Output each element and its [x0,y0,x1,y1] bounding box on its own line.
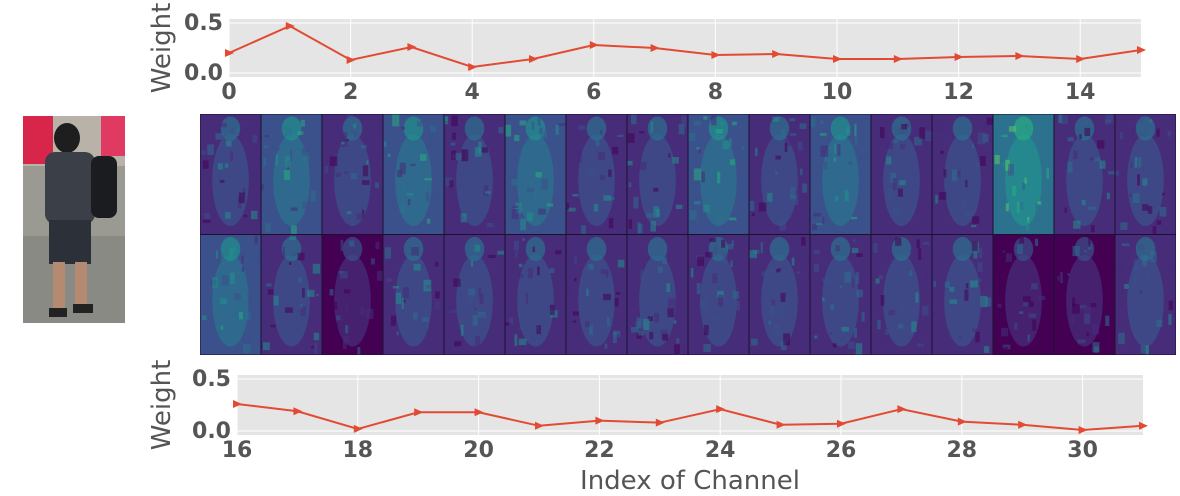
top-chart-x-tick-label: 6 [586,80,601,105]
bottom-chart-data-point [776,420,786,429]
feature-map-tile [443,234,506,355]
top-weight-chart: 0 2 4 6 8 10 12 14 0.0 0.5 Weight [147,3,1146,105]
feature-map-tile [200,234,262,355]
top-chart-x-tick-label: 14 [1065,80,1096,105]
feature-map-tile [748,234,811,355]
feature-map-tile [870,234,933,355]
bottom-weight-chart: 16 18 20 22 24 26 28 30 0.0 0.5 Weight Index of Cha… [147,360,1148,496]
top-chart-y-tick-label: 0.5 [184,11,223,36]
top-chart-data-point [772,50,782,58]
top-chart-data-point [833,55,842,63]
bottom-chart-data-point [1018,420,1028,429]
feature-map-tile [565,114,628,238]
bottom-chart-data-point [837,419,846,428]
bottom-chart-data-point [293,407,303,416]
top-chart-y-axis-label: Weight [147,3,177,94]
bottom-chart-x-tick-label: 24 [705,438,736,463]
top-chart-data-point [650,44,660,52]
bottom-chart-data-point [535,421,544,430]
bottom-chart-x-tick-label: 20 [463,438,494,463]
feature-map-tile [748,114,811,235]
feature-map-tile [809,114,872,235]
top-chart-data-point [407,43,417,51]
top-chart-x-tick-label: 4 [465,80,480,105]
top-chart-data-point [225,49,234,57]
person-photo [23,116,125,323]
top-chart-data-point [285,22,295,30]
top-chart-x-tick-label: 0 [221,80,236,105]
feature-map-tile [992,234,1055,355]
bottom-chart-x-tick-label: 16 [222,438,253,463]
bottom-chart-data-point [1078,425,1088,434]
top-chart-data-point [1015,52,1025,60]
bottom-chart-data-point [897,405,907,414]
bottom-chart-data-point [233,399,242,408]
top-chart-data-point [346,56,356,64]
feature-map-tile [626,234,689,355]
top-chart-data-point [589,41,599,49]
bottom-chart-x-axis-label: Index of Channel [580,466,800,496]
feature-map-tile [260,114,323,236]
feature-map-tile [260,234,323,355]
top-chart-x-tick-label: 12 [943,80,974,105]
bottom-chart-series-line [236,402,1144,431]
feature-map-tile [1114,234,1176,355]
feature-map-tile [931,234,994,355]
bottom-chart-data-point [414,408,424,417]
bottom-chart-data-point [595,416,605,425]
feature-map-tile [200,114,262,235]
feature-map-tile [504,234,567,355]
feature-map-tile [992,114,1055,235]
bottom-chart-data-point [655,418,665,427]
feature-map-tile [321,234,384,355]
top-chart-y-tick-label: 0.0 [184,61,223,86]
feature-map-tile [504,114,567,235]
bottom-chart-x-tick-label: 28 [946,438,977,463]
top-chart-data-point [1076,55,1086,63]
top-chart-series-line [228,24,1142,69]
bottom-chart-y-tick-label: 0.5 [192,367,231,392]
bottom-chart-data-point [353,424,363,433]
bottom-chart-x-tick-label: 22 [584,438,615,463]
feature-map-tile [382,114,445,235]
feature-map-tile [931,114,994,235]
top-chart-data-point [954,53,964,61]
feature-map-tile [443,114,506,235]
top-chart-x-tick-label: 2 [343,80,358,105]
bottom-chart-data-point [474,408,484,417]
top-chart-data-point [893,55,903,63]
bottom-chart-data-point [957,417,967,426]
top-chart-data-point [1137,46,1146,54]
top-chart-plot-area [229,19,1141,77]
feature-map-grid [200,114,1176,355]
feature-map-tile [687,234,750,355]
feature-map-tile [626,114,689,235]
bottom-chart-y-tick-label: 0.0 [192,419,231,444]
bottom-chart-x-tick-label: 30 [1067,438,1098,463]
top-chart-data-point [468,63,478,71]
feature-map-tile [870,114,933,235]
feature-map-tile [687,114,750,235]
feature-map-tile [1053,114,1116,235]
bottom-chart-y-axis-label: Weight [147,360,177,450]
bottom-chart-data-point [1139,421,1148,430]
feature-map-tile [321,114,384,235]
top-chart-data-point [529,55,538,63]
feature-map-tile [809,234,872,355]
feature-map-tile [565,234,628,355]
top-chart-x-tick-label: 8 [708,80,723,105]
bottom-chart-x-tick-label: 26 [826,438,857,463]
top-chart-data-point [711,51,721,59]
bottom-chart-data-point [716,405,726,414]
bottom-chart-x-tick-label: 18 [342,438,373,463]
feature-map-tile [1053,234,1116,355]
bottom-chart-plot-area [237,375,1143,435]
feature-map-tile [382,234,445,355]
feature-map-tile [1114,114,1176,238]
top-chart-x-tick-label: 10 [822,80,853,105]
